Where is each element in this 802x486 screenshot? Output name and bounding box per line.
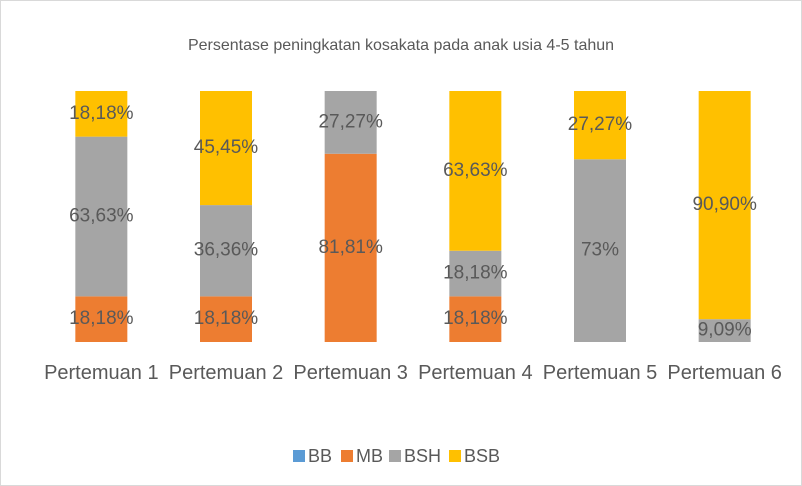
legend-swatch (449, 450, 461, 462)
legend-swatch (341, 450, 353, 462)
x-tick-label: Pertemuan 5 (542, 362, 658, 384)
bar-segment (449, 91, 502, 251)
data-label: 90,90% (692, 194, 757, 215)
data-label: 18,18% (69, 103, 134, 124)
data-label: 73% (581, 240, 619, 261)
x-tick-label: Pertemuan 6 (667, 362, 782, 384)
bar-segment (698, 91, 751, 320)
data-label: 18,18% (69, 308, 134, 329)
data-label: 18,18% (443, 263, 508, 284)
data-label: 81,81% (318, 237, 383, 258)
data-label: 9,09% (698, 320, 752, 341)
legend-label: MB (356, 446, 383, 466)
x-tick-label: Pertemuan 1 (44, 362, 159, 384)
bar-segment (75, 296, 128, 342)
legend-swatch (293, 450, 305, 462)
legend-label: BSB (464, 446, 500, 466)
bar-segment (75, 136, 128, 297)
data-label: 27,27% (318, 111, 383, 132)
bar-segment (200, 296, 252, 342)
data-label: 63,63% (69, 206, 134, 227)
data-label: 45,45% (194, 137, 259, 158)
bar-segment (324, 91, 377, 154)
bar-segment (200, 205, 252, 297)
bar-segment (449, 250, 502, 297)
x-tick-label: Pertemuan 3 (293, 362, 408, 384)
data-label: 36,36% (194, 240, 259, 261)
legend-swatch (389, 450, 401, 462)
bar-segment (200, 91, 252, 206)
legend-label: BB (308, 446, 332, 466)
x-tick-label: Pertemuan 4 (418, 362, 533, 384)
bar-segment (75, 91, 128, 137)
data-label: 63,63% (443, 160, 508, 181)
data-label: 18,18% (443, 308, 508, 329)
data-label: 18,18% (194, 308, 259, 329)
chart-title: Persentase peningkatan kosakata pada ana… (188, 37, 614, 54)
bar-segment (574, 159, 626, 342)
bar-segment (574, 91, 626, 160)
legend-label: BSH (404, 446, 441, 466)
x-tick-label: Pertemuan 2 (168, 362, 284, 384)
bar-segment (324, 153, 377, 342)
bar-segment (698, 319, 751, 342)
data-label: 27,27% (568, 114, 633, 135)
bar-segment (449, 296, 502, 342)
